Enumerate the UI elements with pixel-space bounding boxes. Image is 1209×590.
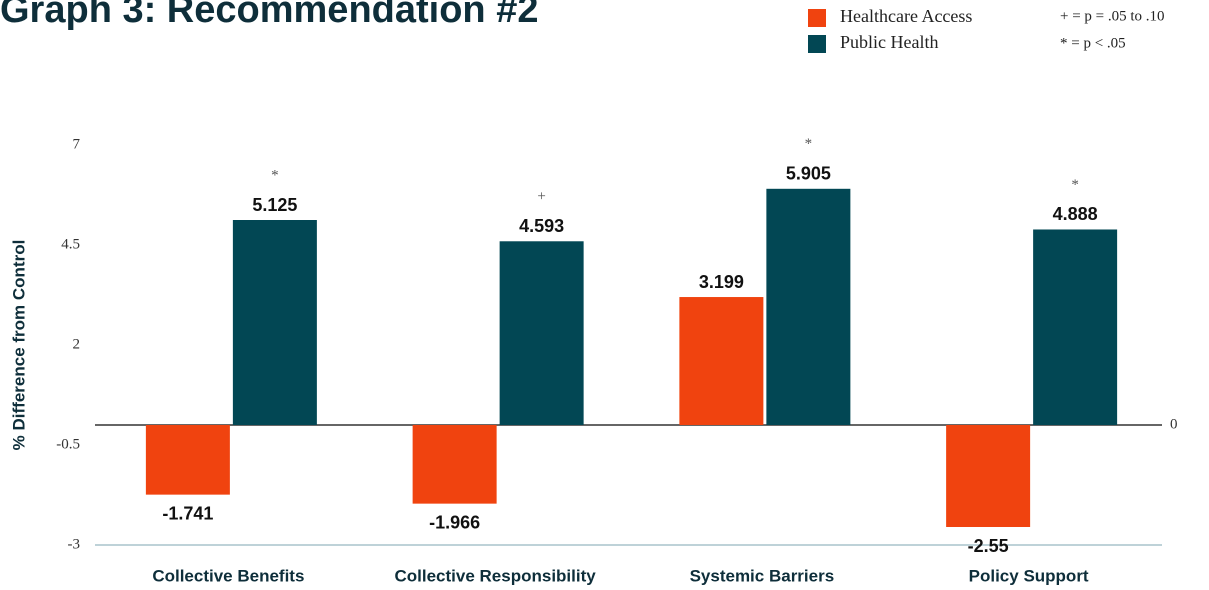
bar (412, 425, 497, 504)
y-axis-label: % Difference from Control (9, 240, 28, 451)
y-tick-label: -3 (68, 536, 81, 552)
legend-label: Healthcare Access (840, 6, 972, 26)
data-label: 4.593 (519, 216, 564, 236)
data-label: 4.888 (1053, 204, 1098, 224)
bar (499, 241, 584, 425)
bar (232, 220, 317, 425)
y-tick-label: -0.5 (56, 436, 80, 452)
legend-label: Public Health (840, 32, 938, 52)
significance-marker: + (537, 189, 545, 205)
legend-swatch (808, 35, 826, 53)
x-tick-label: Systemic Barriers (690, 566, 835, 585)
x-tick-label: Collective Benefits (152, 566, 304, 585)
y-tick-label: 2 (73, 336, 81, 352)
chart-title: Graph 3: Recommendation #2 (0, 0, 538, 31)
bar (766, 188, 851, 425)
data-label: 5.905 (786, 164, 831, 184)
data-label: 3.199 (699, 272, 744, 292)
data-label: -1.741 (162, 503, 213, 523)
y-tick-label: 4.5 (61, 236, 80, 252)
significance-marker: * (271, 167, 279, 183)
data-label: 5.125 (252, 195, 297, 215)
data-label: -1.966 (429, 512, 480, 532)
bar (1033, 229, 1118, 425)
significance-marker: * (805, 136, 813, 152)
x-tick-label: Policy Support (969, 566, 1089, 585)
significance-marker: * (1071, 177, 1079, 193)
y2-tick-label: 0 (1170, 416, 1178, 432)
note: * = p < .05 (1060, 35, 1126, 51)
legend-swatch (808, 9, 826, 27)
note: + = p = .05 to .10 (1060, 8, 1165, 24)
bar (145, 425, 230, 495)
bar (946, 425, 1031, 527)
x-tick-label: Collective Responsibility (395, 566, 597, 585)
y-tick-label: 7 (73, 136, 81, 152)
bar (679, 297, 764, 425)
data-label: -2.55 (968, 536, 1009, 556)
